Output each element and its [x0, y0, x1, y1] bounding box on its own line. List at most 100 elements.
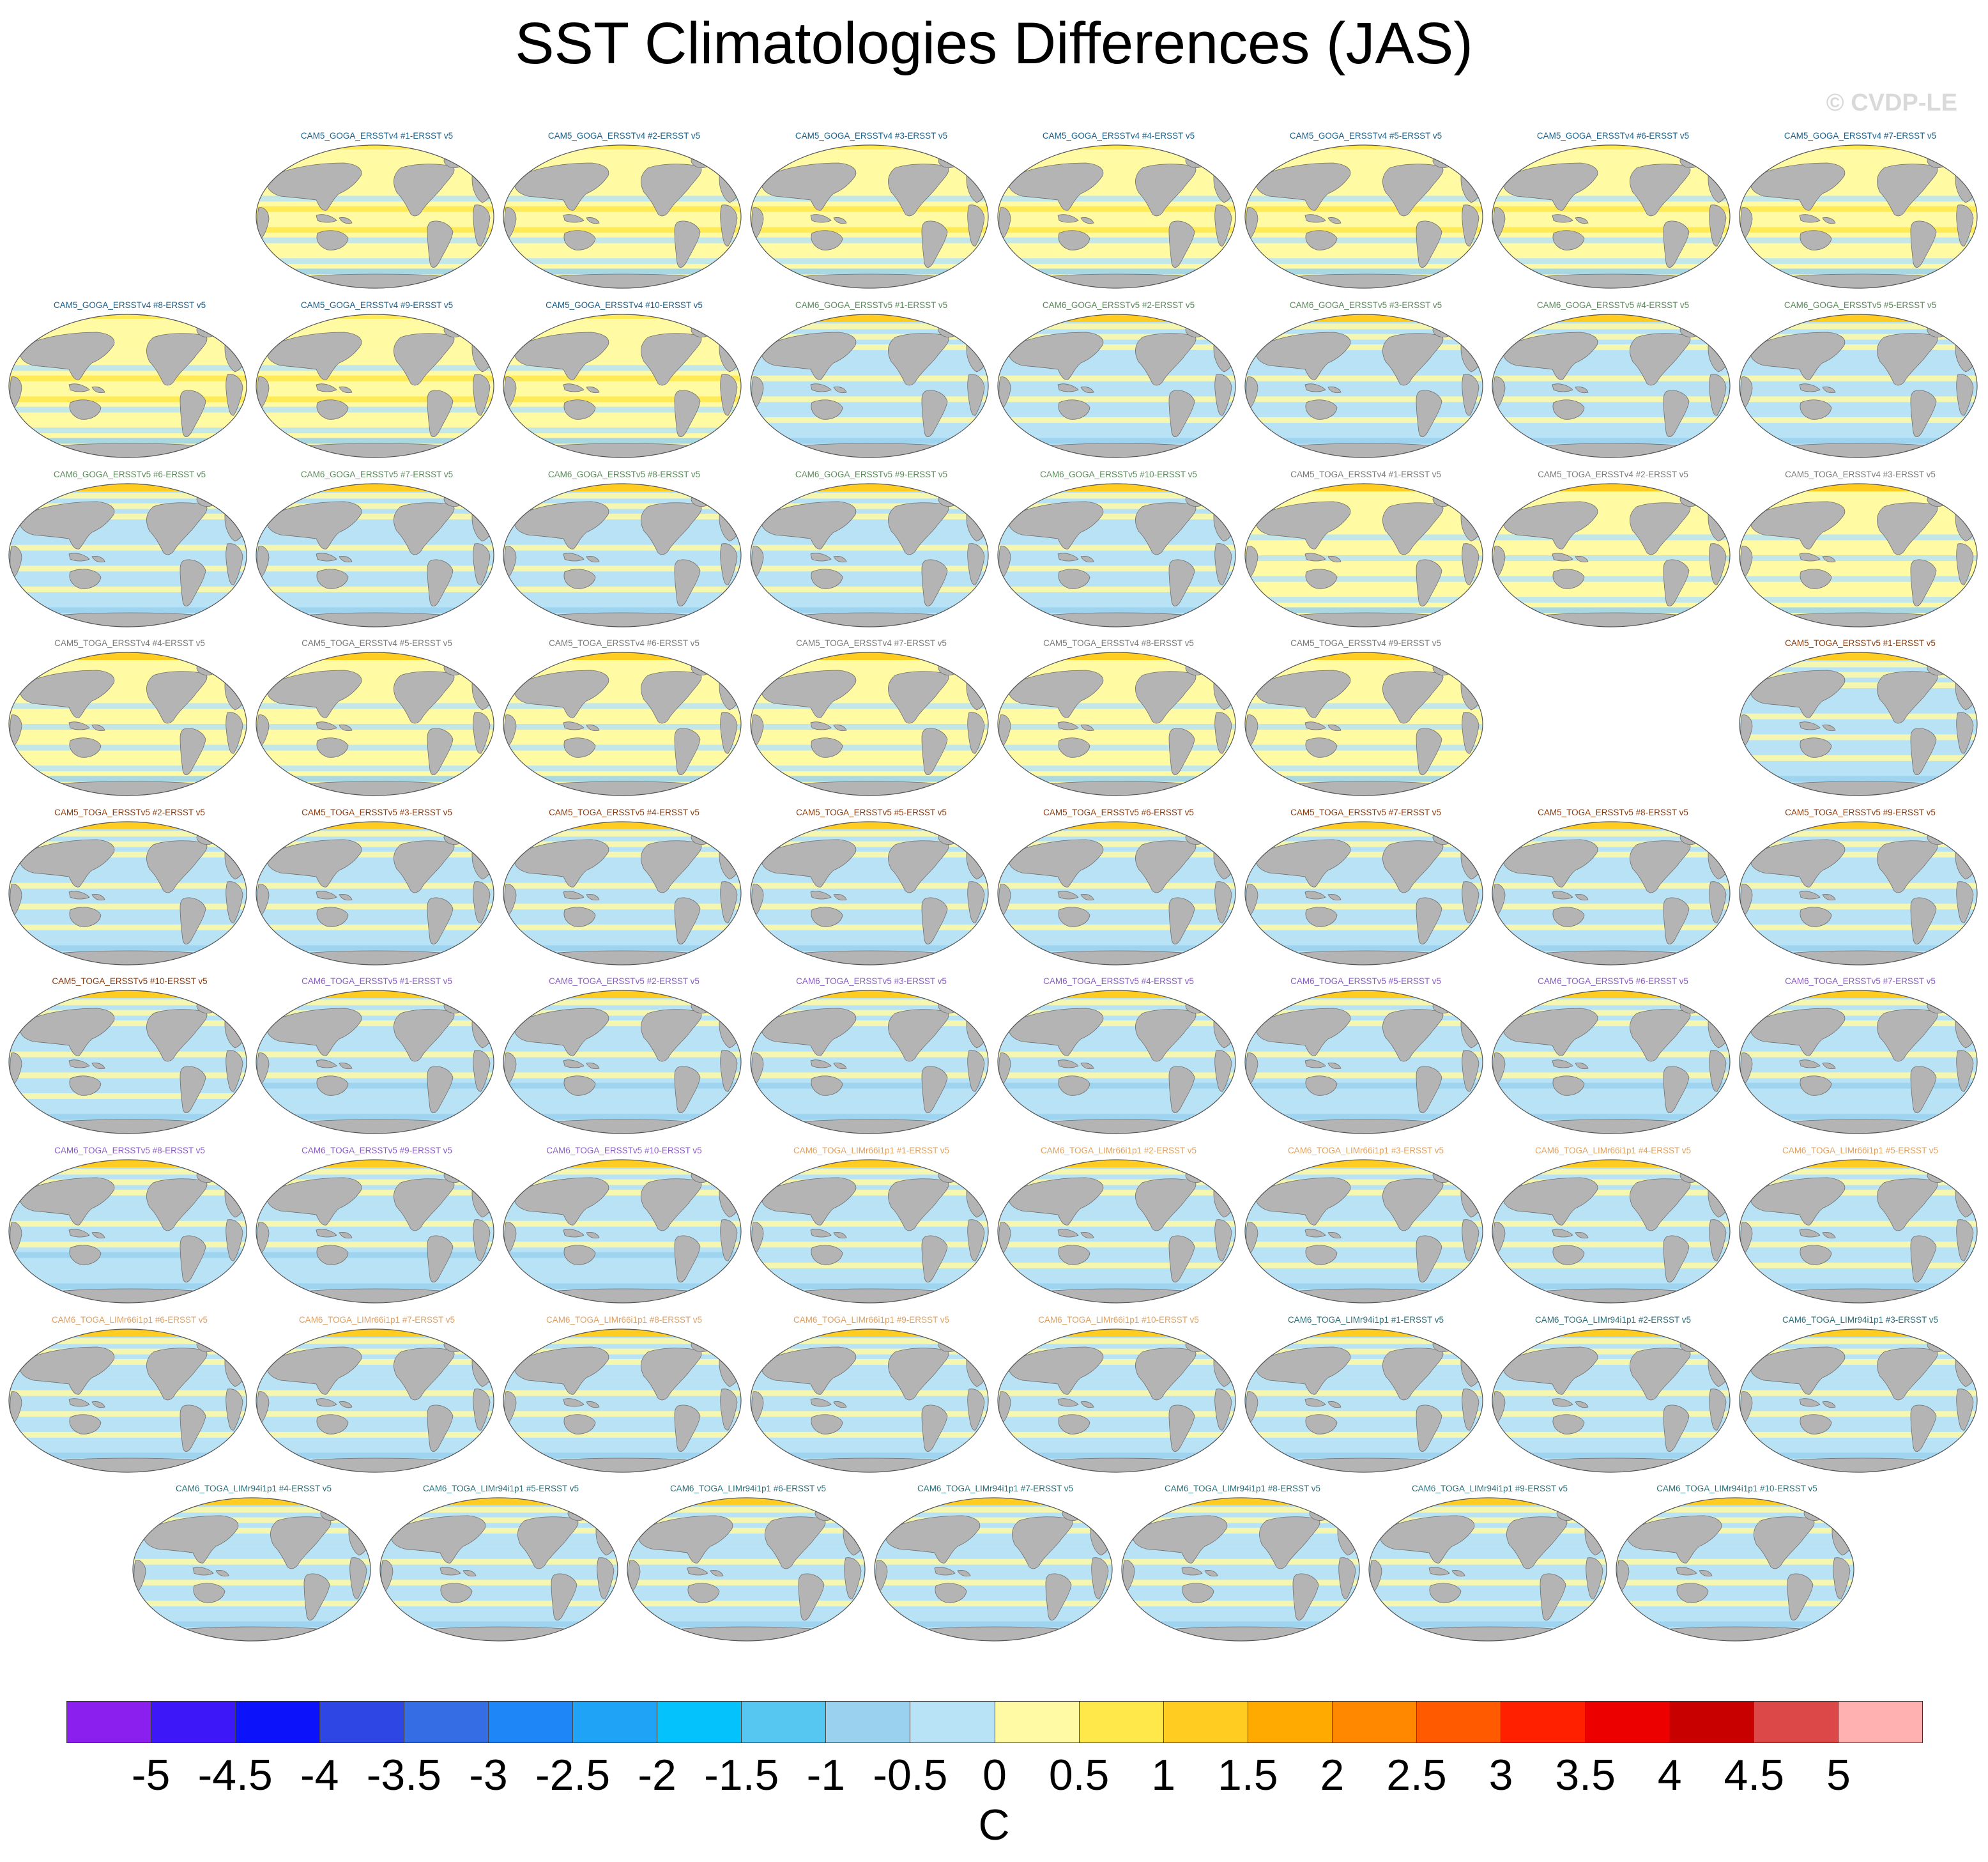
colorbar-tick-label: -4.5 — [197, 1751, 273, 1799]
anomaly-band — [256, 145, 494, 150]
world-map — [1244, 990, 1483, 1134]
panel-label: CAM5_GOGA_ERSSTv4 #3-ERSST v5 — [795, 131, 948, 141]
anomaly-band — [1740, 406, 1977, 413]
land-mass — [473, 1389, 491, 1431]
anomaly-band — [998, 586, 1235, 592]
land-mass — [921, 728, 948, 775]
land-mass — [266, 1346, 362, 1395]
land-mass — [1057, 891, 1079, 900]
anomaly-band — [1245, 344, 1483, 350]
anomaly-band — [256, 1093, 494, 1099]
land-mass — [786, 612, 955, 627]
anomaly-band — [1245, 206, 1483, 212]
land-mass — [811, 1414, 843, 1435]
anomaly-band — [1740, 334, 1977, 340]
anomaly-band — [751, 493, 988, 499]
map-panel: CAM5_GOGA_ERSSTv4 #8-ERSST v5 — [6, 300, 253, 460]
anomaly-band — [133, 1580, 371, 1586]
land-mass — [316, 553, 337, 562]
panel-label: CAM5_TOGA_ERSSTv5 #10-ERSST v5 — [52, 976, 208, 986]
land-mass — [1910, 390, 1937, 437]
land-mass — [1057, 1229, 1079, 1238]
anomaly-band — [751, 1348, 988, 1355]
anomaly-band — [998, 513, 1235, 519]
land-mass — [539, 950, 708, 965]
world-map — [503, 990, 742, 1134]
land-mass — [1663, 220, 1690, 268]
land-mass — [810, 891, 832, 900]
anomaly-band — [1740, 145, 1977, 150]
panel-label: CAM6_TOGA_LIMr66i1p1 #10-ERSST v5 — [1038, 1315, 1199, 1325]
anomaly-band — [1245, 945, 1483, 951]
land-mass — [68, 721, 90, 730]
anomaly-band — [751, 217, 988, 222]
land-mass — [1528, 273, 1697, 288]
land-mass — [1552, 1059, 1573, 1068]
anomaly-band — [9, 935, 247, 941]
anomaly-band — [751, 206, 988, 212]
anomaly-band — [998, 154, 1235, 160]
anomaly-band — [1245, 503, 1483, 509]
anomaly-band — [1492, 237, 1730, 243]
anomaly-band — [1245, 999, 1483, 1006]
world-map — [503, 821, 742, 966]
anomaly-band — [9, 693, 247, 699]
anomaly-band — [1740, 1242, 1977, 1248]
map-outline — [256, 990, 494, 1134]
land-mass — [1168, 559, 1195, 606]
anomaly-band — [751, 334, 988, 340]
land-mass — [539, 273, 708, 288]
land-mass — [1676, 1583, 1709, 1603]
anomaly-band — [9, 427, 247, 434]
panel-label: CAM5_TOGA_ERSSTv4 #1-ERSST v5 — [1290, 470, 1441, 479]
land-mass — [539, 1119, 708, 1134]
anomaly-band — [627, 1517, 865, 1523]
anomaly-band — [1740, 1062, 1977, 1068]
anomaly-band — [998, 1421, 1235, 1427]
land-mass — [674, 728, 701, 775]
map-panel-grid: CAM5_GOGA_ERSSTv4 #1-ERSST v5 CAM5_GOGA_E… — [6, 131, 1978, 1643]
anomaly-band — [256, 174, 494, 181]
world-map — [256, 1328, 494, 1473]
land-mass — [215, 1570, 229, 1577]
anomaly-band — [1245, 1210, 1483, 1217]
land-mass — [1338, 1557, 1356, 1599]
anomaly-band — [998, 1051, 1235, 1058]
land-mass — [180, 390, 206, 437]
anomaly-band — [998, 1358, 1235, 1365]
panel-label: CAM6_TOGA_LIMr94i1p1 #6-ERSST v5 — [669, 1484, 827, 1493]
land-mass — [1709, 881, 1727, 923]
land-mass — [1181, 1567, 1203, 1576]
land-mass — [316, 1229, 337, 1238]
anomaly-band — [1740, 555, 1977, 561]
land-mass — [427, 1404, 454, 1452]
land-mass — [1709, 374, 1727, 416]
anomaly-band — [1492, 831, 1730, 837]
anomaly-band — [503, 1338, 741, 1344]
anomaly-band — [1122, 1507, 1359, 1513]
map-panel: CAM6_TOGA_LIMr94i1p1 #9-ERSST v5 — [1366, 1484, 1613, 1643]
anomaly-band — [1492, 555, 1730, 561]
land-mass — [1008, 501, 1104, 550]
world-map — [750, 483, 989, 627]
land-mass — [563, 891, 585, 900]
world-map — [1492, 1328, 1731, 1473]
sst-difference-field — [9, 314, 247, 458]
anomaly-band — [998, 566, 1235, 572]
land-mass — [1327, 725, 1342, 732]
map-panel: CAM6_TOGA_ERSSTv5 #8-ERSST v5 — [6, 1146, 253, 1305]
anomaly-band — [875, 1558, 1112, 1565]
land-mass — [1462, 204, 1480, 247]
panel-label: CAM5_TOGA_ERSSTv4 #9-ERSST v5 — [1290, 638, 1441, 648]
map-outline — [997, 1328, 1236, 1473]
land-mass — [1080, 387, 1094, 394]
anomaly-band — [1245, 851, 1483, 858]
land-mass — [1416, 897, 1442, 944]
anomaly-band — [998, 427, 1235, 434]
anomaly-band — [256, 524, 494, 530]
anomaly-band — [9, 607, 247, 613]
land-mass — [1462, 712, 1480, 754]
anomaly-band — [256, 597, 494, 603]
land-mass — [226, 1050, 243, 1092]
land-mass — [1281, 443, 1449, 458]
